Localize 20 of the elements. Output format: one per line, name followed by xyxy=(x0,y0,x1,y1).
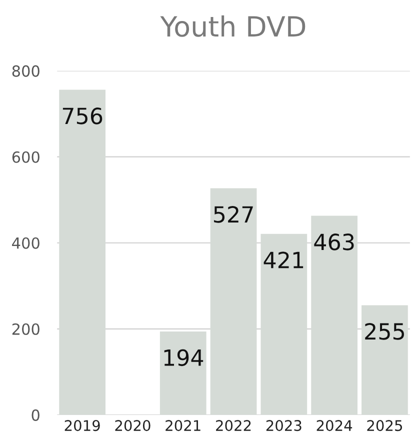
data-label: 421 xyxy=(264,252,304,268)
data-label: 463 xyxy=(314,234,354,250)
x-tick-label: 2021 xyxy=(166,420,200,432)
y-tick-label: 600 xyxy=(12,151,40,163)
x-tick-label: 2020 xyxy=(115,420,150,432)
y-tick-label: 200 xyxy=(12,323,40,335)
bar xyxy=(160,331,206,415)
data-label: 194 xyxy=(164,349,204,366)
y-tick-label: 0 xyxy=(32,409,40,421)
data-label: 756 xyxy=(62,108,102,124)
data-label: 527 xyxy=(214,206,253,223)
x-tick-label: 2022 xyxy=(216,420,251,432)
x-tick-label: 2025 xyxy=(367,420,402,432)
y-tick-label: 400 xyxy=(12,237,40,249)
x-tick-label: 2024 xyxy=(316,420,352,432)
x-tick-label: 2023 xyxy=(266,420,302,432)
x-tick-label: 2019 xyxy=(64,420,100,432)
chart-title: Youth DVD xyxy=(160,15,306,37)
y-tick-label: 800 xyxy=(12,65,40,77)
data-label: 255 xyxy=(365,323,404,340)
